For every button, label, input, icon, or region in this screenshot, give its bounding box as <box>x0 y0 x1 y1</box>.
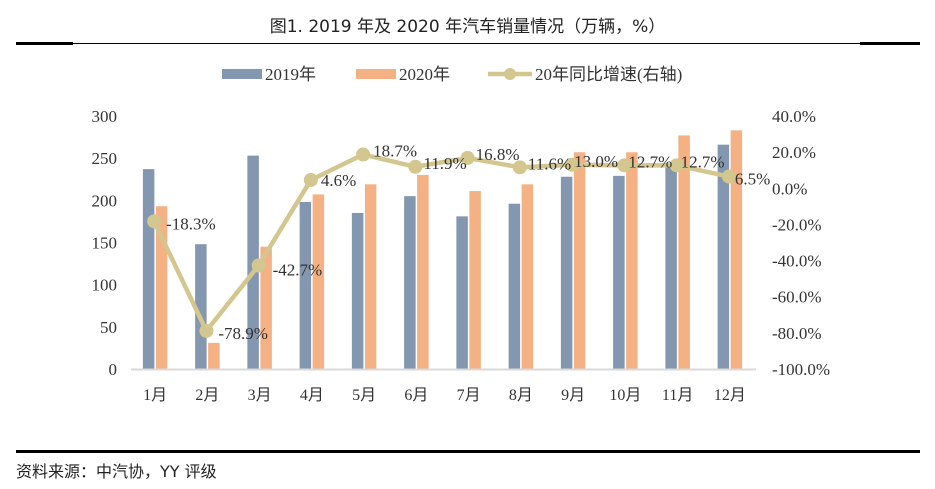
x-axis-tick-label: 4月 <box>300 387 324 404</box>
growth-data-label: 18.7% <box>373 141 417 160</box>
bar-2019 <box>456 216 468 369</box>
left-axis-tick-label: 300 <box>92 107 118 126</box>
right-axis-tick-label: 0.0% <box>772 179 807 198</box>
x-axis-tick-label: 6月 <box>404 387 428 404</box>
growth-line <box>152 152 730 334</box>
bar-2020 <box>364 184 377 369</box>
growth-data-label: -18.3% <box>166 214 216 233</box>
growth-point <box>303 172 318 187</box>
bar-2020 <box>730 130 743 369</box>
title-rule <box>16 43 920 44</box>
bar-2019 <box>351 212 364 369</box>
bar-2020 <box>678 135 690 369</box>
legend-swatch-2019 <box>222 69 262 79</box>
bar-2019 <box>665 166 677 369</box>
right-axis-tick-label: -80.0% <box>772 324 822 343</box>
right-axis-tick-label: 40.0% <box>772 107 816 126</box>
growth-data-label: -42.7% <box>273 260 323 279</box>
x-axis-tick-label: 7月 <box>457 387 481 404</box>
source-note: 资料来源：中汽协，YY 评级 <box>16 462 217 481</box>
title-rule-right-accent <box>860 42 920 45</box>
legend-swatch-2020 <box>356 69 396 79</box>
bar-2020 <box>573 152 586 369</box>
x-axis-tick-label: 12月 <box>714 387 746 404</box>
right-axis-tick-label: -100.0% <box>772 360 830 379</box>
left-axis-tick-label: 50 <box>100 318 117 337</box>
right-axis: -100.0% -80.0% -60.0% -40.0% -20.0% 0.0% 20.0%… <box>772 107 830 379</box>
bar-2020 <box>155 206 168 369</box>
growth-data-label: 6.5% <box>735 170 770 189</box>
left-axis-tick-label: 150 <box>92 234 118 253</box>
bar-2020 <box>260 246 272 369</box>
left-axis-tick-label: 200 <box>92 191 118 210</box>
left-axis-tick-label: 250 <box>92 149 118 168</box>
x-axis: 1月 2月 3月 4月 5月 6月 7月 8月 9月 10月 11月 12月 <box>143 387 746 404</box>
right-axis-tick-label: -20.0% <box>772 215 822 234</box>
x-axis-tick-label: 5月 <box>352 387 376 404</box>
growth-point <box>565 157 580 172</box>
growth-point <box>460 150 475 165</box>
left-axis: 0 50 100 150 200 250 300 <box>92 107 118 379</box>
right-axis-tick-label: 20.0% <box>772 143 816 162</box>
growth-data-label: 11.9% <box>423 154 466 173</box>
growth-point <box>251 258 266 273</box>
x-axis-tick-label: 9月 <box>561 387 585 404</box>
x-axis-tick-label: 3月 <box>248 387 272 404</box>
bar-2019 <box>717 144 730 369</box>
x-axis-tick-label: 1月 <box>143 387 167 404</box>
growth-point <box>408 159 423 174</box>
x-axis-tick-label: 11月 <box>662 387 693 404</box>
growth-data-label: 4.6% <box>321 171 356 190</box>
x-axis-tick-label: 10月 <box>609 387 641 404</box>
bar-2020 <box>521 184 534 369</box>
figure-title: 图1. 2019 年及 2020 年汽车销量情况（万辆，%） <box>269 17 666 37</box>
growth-line-series <box>147 147 736 338</box>
source-rule <box>16 450 920 453</box>
x-axis-tick-label: 8月 <box>509 387 533 404</box>
growth-data-label: 13.0% <box>574 152 618 171</box>
right-axis-tick-label: -40.0% <box>772 252 822 271</box>
growth-point <box>356 147 371 162</box>
bar-2019 <box>508 203 521 369</box>
legend-label-2020: 2020年 <box>399 65 450 84</box>
growth-point <box>669 158 684 173</box>
data-labels: -18.3% -78.9% -42.7% 4.6% 18.7% 11.9% 16.8% 11.… <box>166 141 770 342</box>
bar-2019 <box>613 175 625 369</box>
growth-data-label: -78.9% <box>218 324 268 343</box>
bar-2020 <box>208 342 220 369</box>
legend-label-growth: 20年同比增速(右轴) <box>535 65 682 84</box>
growth-data-label: 11.6% <box>528 154 571 173</box>
bar-2019 <box>142 169 155 369</box>
growth-data-label: 12.7% <box>681 152 725 171</box>
growth-point <box>721 169 736 184</box>
left-axis-tick-label: 0 <box>109 360 118 379</box>
bar-2020 <box>312 194 325 369</box>
title-rule-left-accent <box>16 42 73 45</box>
legend-marker-growth <box>504 68 516 80</box>
growth-point <box>147 214 162 229</box>
bar-2019 <box>560 176 573 369</box>
growth-point <box>199 323 214 338</box>
bar-2020 <box>626 152 638 369</box>
bar-2019 <box>299 202 312 369</box>
growth-data-label: 16.8% <box>476 145 520 164</box>
bar-2019 <box>404 196 416 369</box>
legend-label-2019: 2019年 <box>265 65 316 84</box>
growth-data-label: 12.7% <box>628 152 672 171</box>
legend: 2019年 2020年 20年同比增速(右轴) <box>222 65 682 84</box>
right-axis-tick-label: -60.0% <box>772 288 822 307</box>
growth-point <box>617 158 632 173</box>
bar-2020 <box>417 175 429 369</box>
bar-2019 <box>195 244 207 369</box>
x-axis-tick-label: 2月 <box>195 387 219 404</box>
growth-point <box>512 160 527 175</box>
bar-2020 <box>469 191 481 369</box>
left-axis-tick-label: 100 <box>92 276 118 295</box>
